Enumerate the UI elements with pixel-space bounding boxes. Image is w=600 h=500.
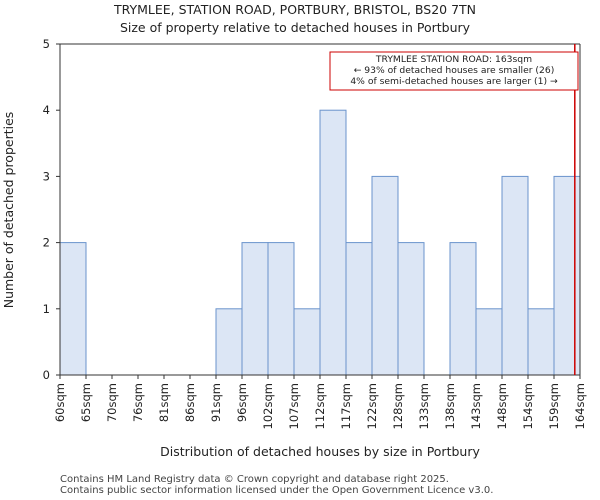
x-tick-label: 117sqm: [339, 383, 353, 429]
x-tick-label: 159sqm: [547, 383, 561, 429]
bar-117sqm: [345, 242, 373, 376]
y-tick-label: 5: [43, 37, 50, 51]
x-tick-label: 91sqm: [209, 383, 223, 422]
bar-112sqm: [319, 109, 347, 376]
bar-91sqm: [215, 308, 243, 376]
x-tick-label: 133sqm: [417, 383, 431, 429]
x-tick-label: 96sqm: [235, 383, 249, 422]
bar-138sqm: [449, 242, 477, 376]
x-tick-label: 138sqm: [443, 383, 457, 429]
x-tick-label: 122sqm: [365, 383, 379, 429]
y-tick-label: 2: [43, 236, 50, 250]
x-tick-label: 76sqm: [131, 383, 145, 422]
x-tick-label: 143sqm: [469, 383, 483, 429]
x-tick-label: 102sqm: [261, 383, 275, 429]
bar-148sqm: [501, 175, 529, 376]
x-tick-label: 164sqm: [573, 383, 587, 429]
bar-143sqm: [475, 308, 503, 376]
x-tick-label: 107sqm: [287, 383, 301, 429]
x-tick-label: 81sqm: [157, 383, 171, 422]
bar-107sqm: [293, 308, 321, 376]
annotation-box: TRYMLEE STATION ROAD: 163sqm ← 93% of de…: [329, 51, 579, 91]
bar-96sqm: [241, 242, 269, 376]
x-tick-label: 70sqm: [105, 383, 119, 422]
y-tick-label: 4: [43, 103, 50, 117]
annotation-line-3: 4% of semi-detached houses are larger (1…: [350, 76, 558, 87]
chart-subtitle: Size of property relative to detached ho…: [120, 20, 471, 35]
x-tick-label: 148sqm: [495, 383, 509, 429]
x-tick-label: 154sqm: [521, 383, 535, 429]
chart-title: TRYMLEE, STATION ROAD, PORTBURY, BRISTOL…: [113, 2, 476, 17]
y-ticks-group: 0 1 2 3 4 5: [43, 37, 60, 382]
footer-line-1: Contains HM Land Registry data © Crown c…: [60, 474, 449, 485]
y-tick-label: 3: [43, 169, 50, 183]
x-axis-label: Distribution of detached houses by size …: [160, 444, 480, 459]
x-tick-label: 86sqm: [183, 383, 197, 422]
y-axis-label: Number of detached properties: [1, 112, 16, 309]
x-tick-label: 60sqm: [53, 383, 67, 422]
annotation-line-2: ← 93% of detached houses are smaller (26…: [354, 65, 555, 76]
y-tick-label: 1: [43, 302, 50, 316]
footer-line-2: Contains public sector information licen…: [60, 485, 493, 496]
bars-group: [59, 109, 581, 376]
bar-122sqm: [371, 175, 399, 376]
bar-128sqm: [397, 242, 425, 376]
bar-102sqm: [267, 242, 295, 376]
x-tick-label: 128sqm: [391, 383, 405, 429]
annotation-line-1: TRYMLEE STATION ROAD: 163sqm: [375, 54, 532, 65]
bar-154sqm: [527, 308, 555, 376]
x-tick-label: 112sqm: [313, 383, 327, 429]
bar-60sqm: [59, 242, 87, 376]
y-tick-label: 0: [43, 368, 50, 382]
bar-159sqm: [553, 175, 581, 376]
annotation-border: [329, 51, 579, 91]
x-ticks-group: 60sqm 65sqm 70sqm 76sqm 81sqm 86sqm 91sqm 96sqm…: [53, 375, 587, 429]
x-tick-label: 65sqm: [79, 383, 93, 422]
